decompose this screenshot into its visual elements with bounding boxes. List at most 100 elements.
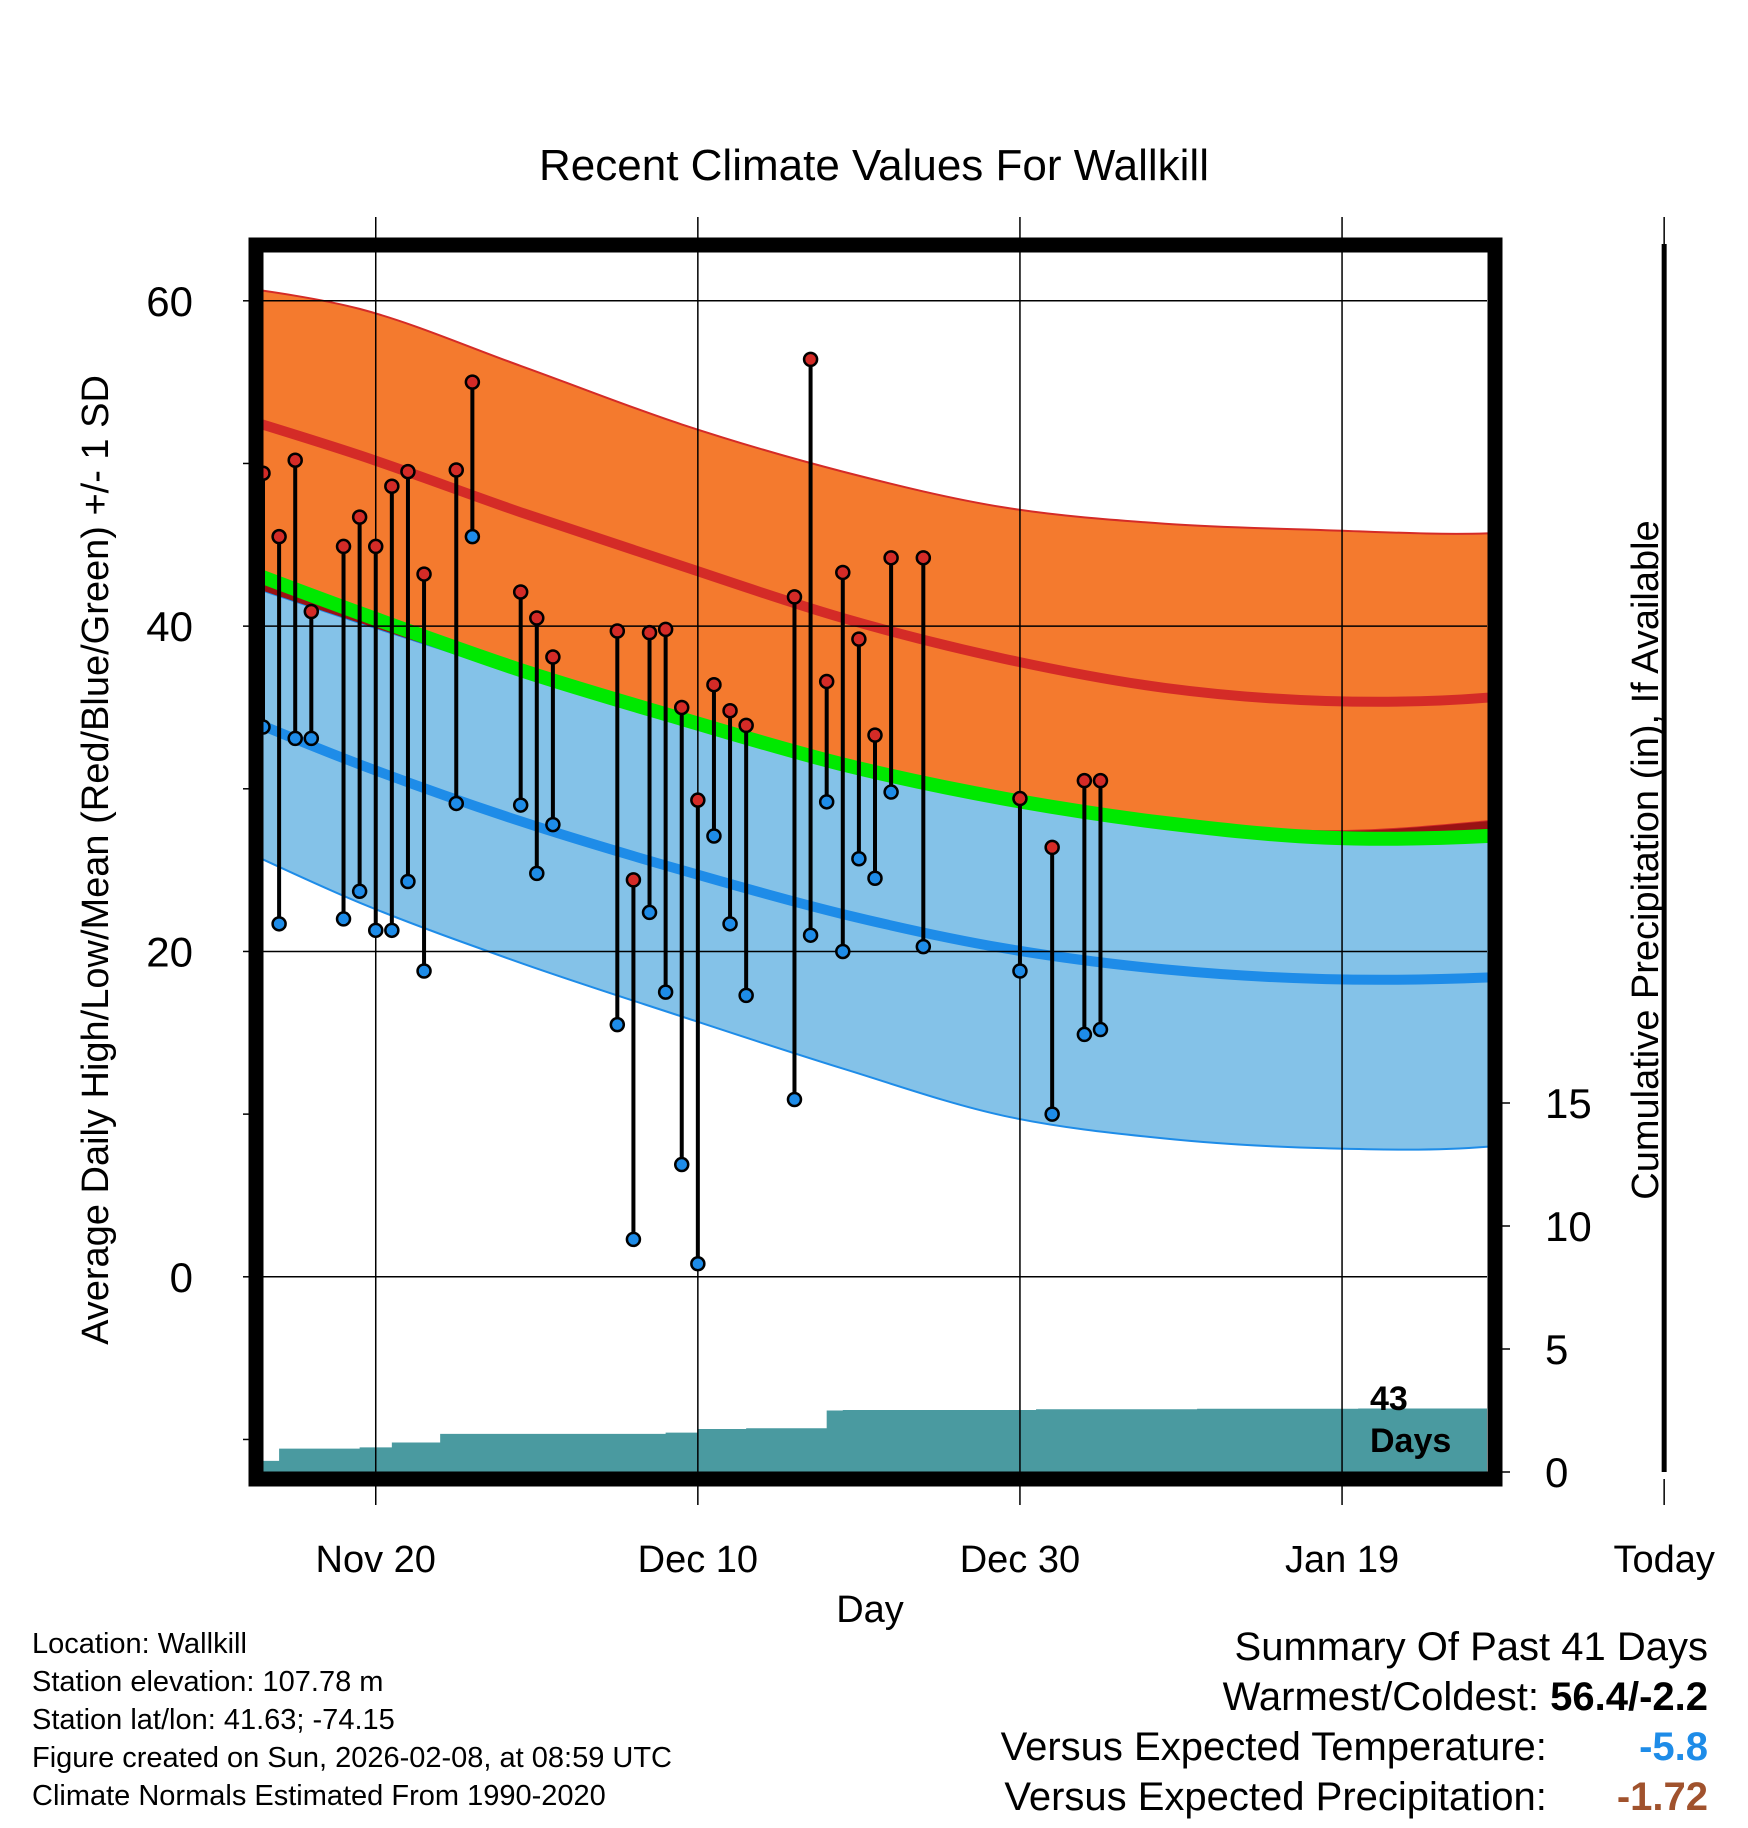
summary-precip-row: Versus Expected Precipitation: -1.72 — [1001, 1772, 1708, 1822]
daily-low-point — [802, 927, 819, 943]
daily-high-point — [448, 462, 465, 478]
daily-low-point — [1092, 1021, 1109, 1038]
daily-high-point — [192, 468, 205, 481]
top-axis — [374, 217, 1665, 245]
daily-low-point — [673, 1156, 690, 1173]
daily-low-point — [351, 883, 368, 900]
daily-high-point — [641, 624, 658, 641]
daily-low-point — [867, 870, 883, 887]
daily-low-point — [367, 922, 384, 939]
daily-high-point — [609, 623, 626, 639]
daily-high-point — [208, 660, 221, 673]
left-axis: 0 20 40 60 — [146, 278, 256, 1441]
daily-high-point — [673, 699, 690, 716]
daily-low-point — [706, 828, 722, 844]
daily-high-point — [706, 676, 722, 693]
plot-area — [262, 289, 1488, 1472]
station-info: Location: Wallkill Station elevation: 10… — [32, 1625, 672, 1815]
precip-value: -1.72 — [1616, 1775, 1708, 1819]
y2-tick-label: 0 — [1545, 1449, 1568, 1496]
y-tick-label: 40 — [146, 603, 193, 650]
daily-high-point — [883, 550, 899, 566]
created-text: Figure created on Sun, 2026-02-08, at 08… — [32, 1742, 672, 1774]
daily-low-point — [915, 938, 932, 955]
daily-high-point — [835, 564, 851, 581]
daily-low-point — [271, 916, 287, 932]
daily-low-point — [192, 753, 205, 766]
y2-axis-label: Cumulative Precipitation (in), If Availa… — [1625, 520, 1667, 1199]
daily-high-point — [851, 631, 867, 647]
daily-low-point — [335, 911, 352, 927]
daily-high-point — [722, 702, 738, 719]
summary-temp-row: Versus Expected Temperature: -5.8 — [1001, 1722, 1708, 1772]
daily-high-point — [818, 673, 835, 690]
x-tick-label: Today — [1613, 1539, 1714, 1581]
y2-tick-label: 10 — [1545, 1203, 1592, 1250]
daily-low-point — [1561, 1306, 1574, 1319]
daily-high-point — [529, 610, 545, 626]
daily-low-point — [464, 528, 481, 545]
daily-low-point — [1012, 963, 1028, 979]
y-tick-label: 60 — [146, 278, 193, 325]
daily-low-point — [416, 963, 432, 979]
daily-high-point — [786, 589, 803, 605]
plot-frame — [248, 237, 1503, 1487]
x-tick-label: Dec 30 — [960, 1539, 1080, 1581]
warmest-label: Warmest/Coldest: — [1222, 1675, 1539, 1719]
daily-high-point — [224, 548, 237, 561]
daily-low-point — [641, 904, 658, 921]
daily-low-point — [208, 833, 221, 846]
daily-high-point — [351, 509, 368, 525]
daily-high-point — [1561, 872, 1574, 885]
daily-low-point — [400, 873, 416, 890]
daily-low-point — [303, 730, 320, 747]
daily-high-point — [367, 538, 384, 555]
x-tick-label: Dec 10 — [638, 1539, 758, 1581]
temp-label: Versus Expected Temperature: — [1000, 1725, 1547, 1769]
x-tick-label: Nov 20 — [316, 1539, 436, 1581]
normal-high-line — [262, 419, 1488, 707]
daily-high-point — [384, 478, 400, 494]
daily-low-point — [738, 987, 754, 1004]
daily-low-point — [786, 1091, 803, 1108]
daily-stems — [192, 351, 1574, 1319]
x-tick-label: Jan 19 — [1285, 1539, 1399, 1581]
daily-high-point — [915, 550, 932, 566]
daily-high-point — [1012, 790, 1028, 807]
daily-low-point — [835, 943, 851, 960]
summary-warmest-row: Warmest/Coldest: 56.4/-2.2 — [1001, 1672, 1708, 1722]
daily-low-point — [512, 797, 529, 813]
counter-number: 43 — [1370, 1380, 1408, 1418]
daily-low-point — [529, 865, 545, 882]
warmest-value: 56.4/-2.2 — [1550, 1675, 1708, 1719]
y-tick-label: 0 — [170, 1254, 193, 1301]
daily-high-point — [287, 452, 303, 468]
daily-low-point — [883, 784, 899, 800]
x-axis-label: Day — [836, 1589, 904, 1631]
daily-high-point — [738, 717, 754, 734]
y-axis-label: Average Daily High/Low/Mean (Red/Blue/Gr… — [75, 375, 117, 1345]
latlon-text: Station lat/lon: 41.63; -74.15 — [32, 1704, 395, 1736]
daily-high-point — [657, 621, 674, 638]
daily-high-point — [416, 566, 432, 582]
summary-heading: Summary Of Past 41 Days — [1234, 1625, 1708, 1669]
daily-low-point — [657, 984, 674, 1000]
daily-high-point — [1545, 787, 1558, 800]
daily-low-point — [690, 1256, 706, 1272]
normals-text: Climate Normals Estimated From 1990-2020 — [32, 1780, 606, 1812]
daily-high-point — [690, 792, 706, 808]
daily-high-point — [867, 727, 883, 743]
daily-low-point — [851, 850, 867, 867]
daily-low-point — [625, 1231, 642, 1248]
daily-high-point — [335, 538, 352, 555]
daily-low-point — [448, 795, 465, 812]
bottom-axis: Nov 20 Dec 10 Dec 30 Jan 19 Today — [316, 1479, 1715, 1581]
precip-label: Versus Expected Precipitation: — [1004, 1775, 1547, 1819]
daily-low-point — [384, 922, 400, 939]
daily-high-point — [802, 351, 819, 368]
daily-high-point — [400, 463, 416, 480]
elevation-text: Station elevation: 107.78 m — [32, 1666, 384, 1698]
daily-high-point — [512, 584, 529, 600]
right-axis: 0 5 10 15 — [1495, 1080, 1592, 1496]
